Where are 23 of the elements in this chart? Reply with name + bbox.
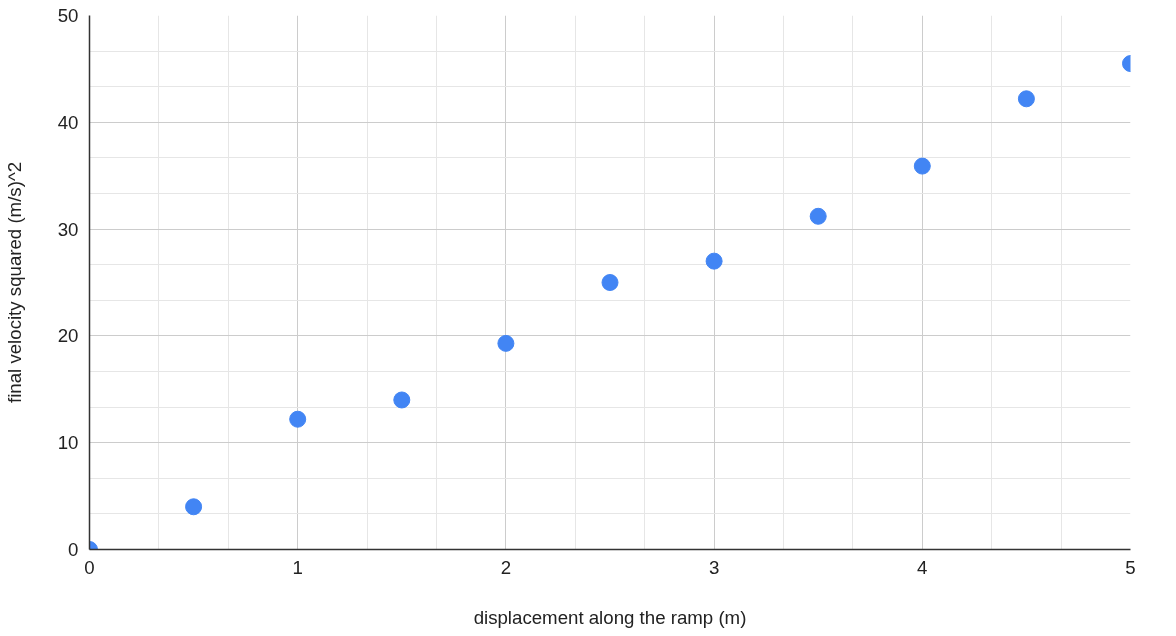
y-tick-label: 30 bbox=[57, 218, 79, 240]
x-tick-label: 4 bbox=[917, 556, 928, 578]
point bbox=[601, 274, 619, 291]
x-axis-title: displacement along the ramp (m) bbox=[473, 606, 747, 628]
point bbox=[913, 157, 931, 175]
y-tick-label: 40 bbox=[57, 111, 79, 133]
x-tick-label: 2 bbox=[500, 556, 512, 578]
x-tick-label: 3 bbox=[708, 556, 720, 578]
y-tick-label: 50 bbox=[57, 5, 79, 26]
x-tick-label: 5 bbox=[1125, 556, 1136, 578]
point bbox=[393, 391, 411, 409]
x-tick-label: 0 bbox=[84, 556, 95, 578]
point bbox=[497, 334, 515, 352]
point bbox=[809, 207, 827, 225]
y-tick-label: 20 bbox=[57, 325, 79, 347]
y-axis-title: final velocity squared (m/s)^2 bbox=[3, 161, 25, 403]
point bbox=[289, 410, 307, 428]
point bbox=[705, 252, 723, 270]
y-tick-label: 10 bbox=[57, 432, 79, 454]
point bbox=[1017, 90, 1035, 108]
x-tick-label: 1 bbox=[292, 556, 303, 578]
point bbox=[185, 498, 203, 516]
y-tick-label: 0 bbox=[68, 539, 79, 560]
